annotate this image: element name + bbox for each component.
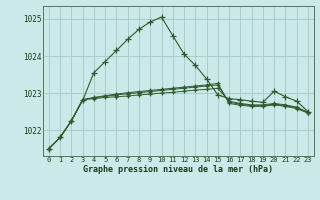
X-axis label: Graphe pression niveau de la mer (hPa): Graphe pression niveau de la mer (hPa) [84,165,273,174]
